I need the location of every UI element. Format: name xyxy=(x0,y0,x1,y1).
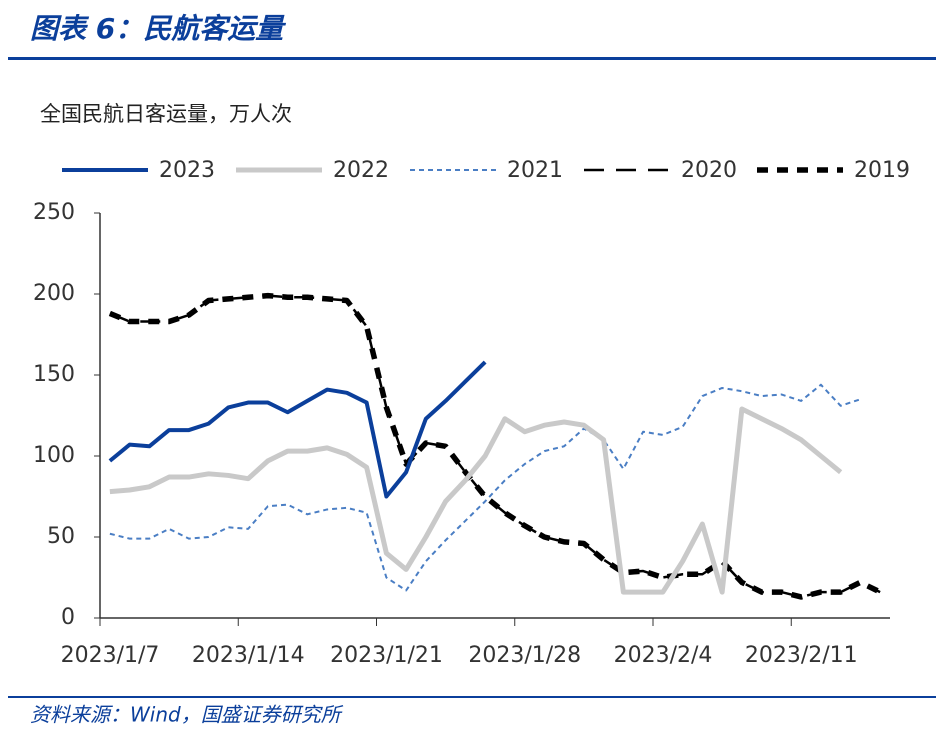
legend-label: 2023 xyxy=(159,158,215,183)
y-tick-label: 150 xyxy=(33,362,75,387)
series-line xyxy=(109,406,843,595)
x-tick-label: 2023/2/11 xyxy=(745,643,858,668)
title-rule xyxy=(8,57,936,60)
y-tick-label: 50 xyxy=(47,524,75,549)
y-tick-label: 250 xyxy=(33,200,75,225)
series-line xyxy=(108,292,882,600)
x-tick-label: 2023/1/21 xyxy=(330,643,443,668)
y-tick-label: 0 xyxy=(61,605,75,630)
x-tick-label: 2023/1/14 xyxy=(192,643,305,668)
legend-label: 2021 xyxy=(507,158,563,183)
series-line xyxy=(108,360,487,499)
source-rule xyxy=(8,696,936,698)
x-tick-label: 2023/1/7 xyxy=(61,643,160,668)
x-tick-label: 2023/1/28 xyxy=(468,643,581,668)
y-tick-label: 200 xyxy=(33,281,75,306)
series-line xyxy=(109,294,881,599)
chart-title: 图表 6：民航客运量 xyxy=(30,12,286,45)
subtitle: 全国民航日客运量，万人次 xyxy=(40,102,292,126)
legend-label: 2020 xyxy=(681,158,737,183)
series-line xyxy=(109,383,861,592)
source: 资料来源：Wind，国盛证券研究所 xyxy=(30,703,344,727)
y-tick-label: 100 xyxy=(33,443,75,468)
x-tick-label: 2023/2/4 xyxy=(614,643,713,668)
legend-label: 2019 xyxy=(854,158,910,183)
legend-label: 2022 xyxy=(333,158,389,183)
